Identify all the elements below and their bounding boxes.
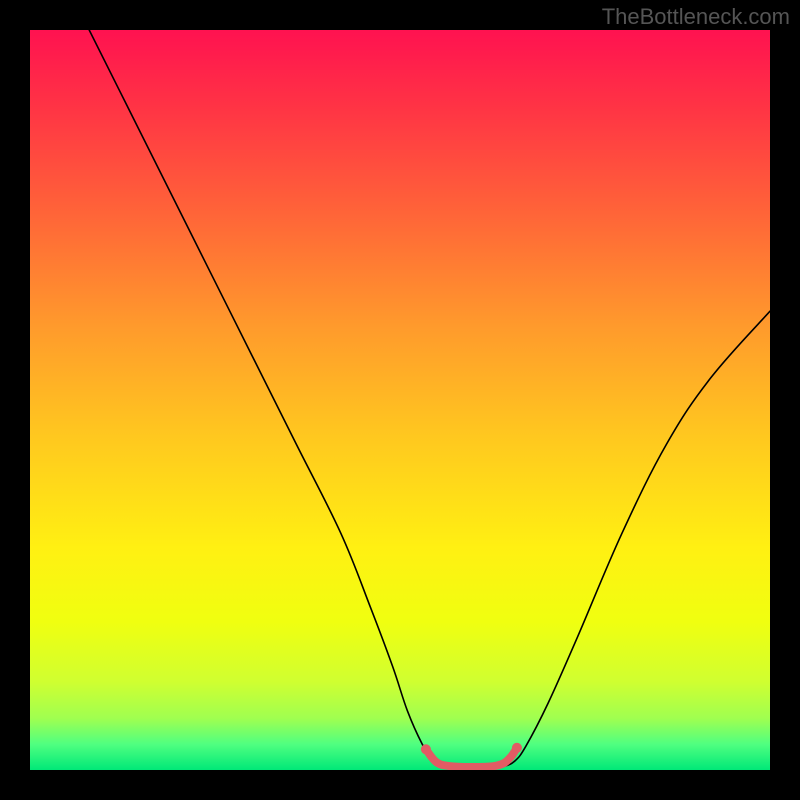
highlight-start-dot [421, 744, 431, 754]
chart-background [30, 30, 770, 770]
bottleneck-curve-chart [30, 30, 770, 770]
chart-svg [30, 30, 770, 770]
highlight-end-dot [512, 743, 522, 753]
watermark-text: TheBottleneck.com [602, 4, 790, 30]
